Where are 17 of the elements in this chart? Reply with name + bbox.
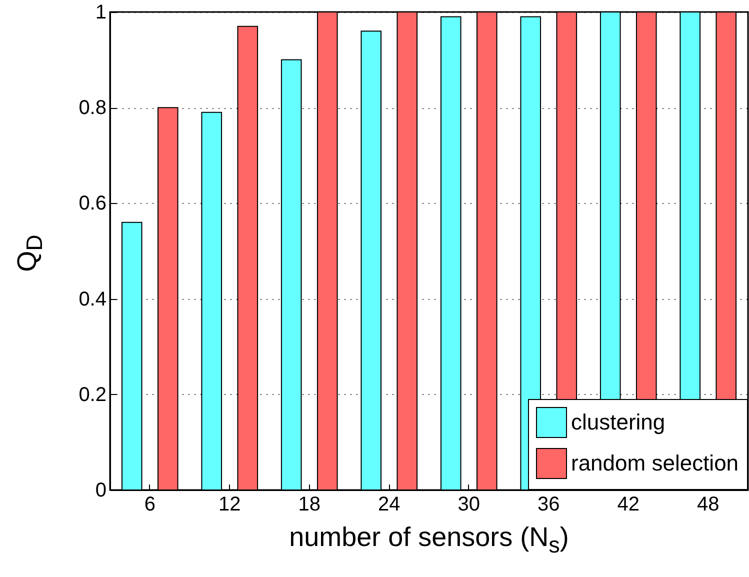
- y-tick-label: 0.6: [78, 192, 106, 215]
- x-tick-label: 30: [458, 494, 480, 516]
- y-tick-label: 0: [95, 480, 106, 502]
- x-tick-label: 48: [697, 494, 720, 516]
- legend-label: clustering: [571, 410, 666, 434]
- x-tick-label: 36: [538, 494, 560, 516]
- x-tick-label: 18: [298, 494, 320, 516]
- y-tick-label: 1: [95, 2, 106, 24]
- x-tick-label: 42: [617, 494, 640, 516]
- x-tick-label: 6: [144, 494, 156, 516]
- x-tick-label: 24: [378, 494, 400, 516]
- legend-label: random selection: [571, 450, 739, 476]
- x-axis-title: number of sensors (N$_{s}$): [288, 522, 570, 558]
- y-tick-label: 0.2: [78, 384, 106, 406]
- x-tick-label: 12: [218, 494, 241, 516]
- y-tick-label: 0.4: [78, 288, 106, 310]
- y-tick-label: 0.8: [78, 97, 106, 120]
